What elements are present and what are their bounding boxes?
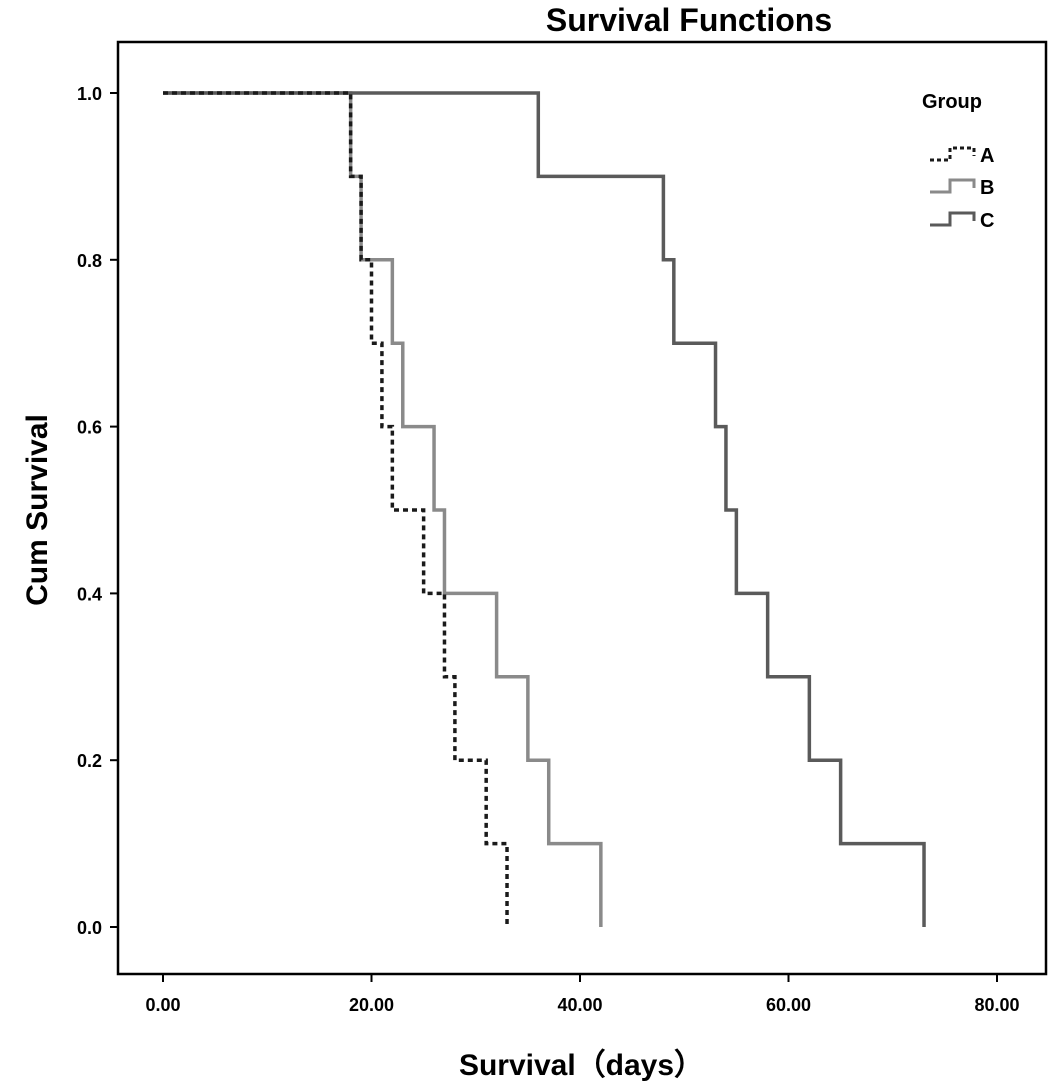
legend-label-a: A (980, 145, 994, 167)
x-tick-label: 0.00 (145, 995, 180, 1015)
legend-label-c: C (980, 210, 994, 232)
legend-title: Group (922, 91, 982, 113)
y-tick-label: 1.0 (77, 84, 102, 104)
legend-swatch-b (930, 178, 976, 194)
x-tick-label: 80.00 (974, 995, 1019, 1015)
series-layer (163, 91, 926, 927)
legend: Group ABC (922, 91, 994, 232)
x-axis-label: Survival（days） (458, 1049, 705, 1082)
y-tick-label: 0.0 (77, 918, 102, 938)
y-axis: 0.0 0.2 0.4 0.6 0.8 1.0 (77, 84, 118, 938)
y-tick-label: 0.8 (77, 251, 102, 271)
plot-frame (116, 40, 1048, 976)
y-tick-label: 0.6 (77, 418, 102, 438)
x-axis: 0.00 20.00 40.00 60.00 80.00 (145, 974, 1020, 1015)
x-tick-label: 40.00 (557, 995, 602, 1015)
y-tick-label: 0.4 (77, 584, 102, 604)
series-line-a (163, 91, 509, 927)
legend-label-b: B (980, 177, 994, 199)
chart-title: Survival Functions (545, 2, 833, 38)
legend-swatch-c (930, 211, 976, 227)
x-tick-label: 60.00 (766, 995, 811, 1015)
legend-swatch-a (930, 146, 976, 162)
series-line-c (163, 91, 926, 927)
y-tick-label: 0.2 (77, 751, 102, 771)
series-line-b (163, 91, 603, 927)
x-tick-label: 20.00 (349, 995, 394, 1015)
